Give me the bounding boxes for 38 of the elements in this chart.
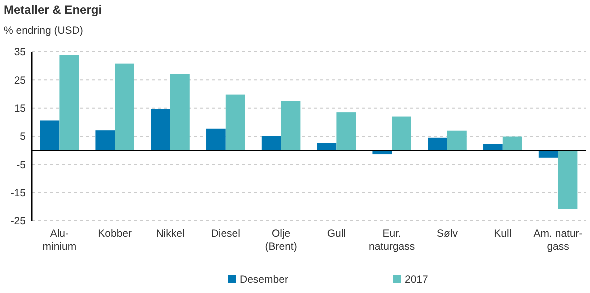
bar — [336, 112, 356, 151]
y-tick-label: 15 — [14, 103, 26, 116]
bar — [40, 120, 60, 151]
x-tick-label: Am. natur- gass — [534, 228, 584, 253]
bar — [115, 64, 134, 151]
x-tick-label: Alu- minium — [42, 228, 77, 253]
legend-label: Desember — [240, 274, 289, 286]
chart-title: Metaller & Energi — [4, 3, 102, 17]
bar — [448, 130, 467, 151]
y-tick-label: 25 — [14, 74, 26, 87]
y-tick-label: 5 — [20, 131, 26, 144]
bar — [151, 109, 170, 151]
bar — [281, 101, 301, 151]
y-tick-label: 35 — [14, 46, 26, 59]
x-tick-label: Eur. naturgass — [369, 228, 416, 253]
x-tick-label: Kull — [494, 228, 512, 240]
legend-label: 2017 — [405, 274, 429, 286]
x-tick-label: Nikkel — [156, 228, 185, 240]
bar — [428, 138, 448, 151]
bar — [60, 55, 80, 151]
x-tick-label: Gull — [327, 228, 346, 240]
y-tick-label: -25 — [10, 216, 26, 228]
bar — [502, 136, 522, 151]
x-tick-label: Sølv — [437, 228, 459, 240]
bar — [538, 150, 558, 158]
bar — [206, 128, 226, 151]
x-tick-label: Olje (Brent) — [265, 228, 298, 253]
bar — [96, 130, 116, 151]
x-tick-label: Kobber — [98, 228, 133, 240]
bar — [170, 74, 190, 151]
y-tick-label: -15 — [10, 188, 26, 200]
x-tick-label: Diesel — [211, 228, 240, 240]
y-axis-title: % endring (USD) — [4, 25, 84, 37]
bar — [262, 136, 282, 151]
y-tick-label: -5 — [16, 159, 26, 172]
bar — [392, 116, 412, 151]
bar — [558, 150, 578, 210]
bar — [226, 94, 246, 151]
